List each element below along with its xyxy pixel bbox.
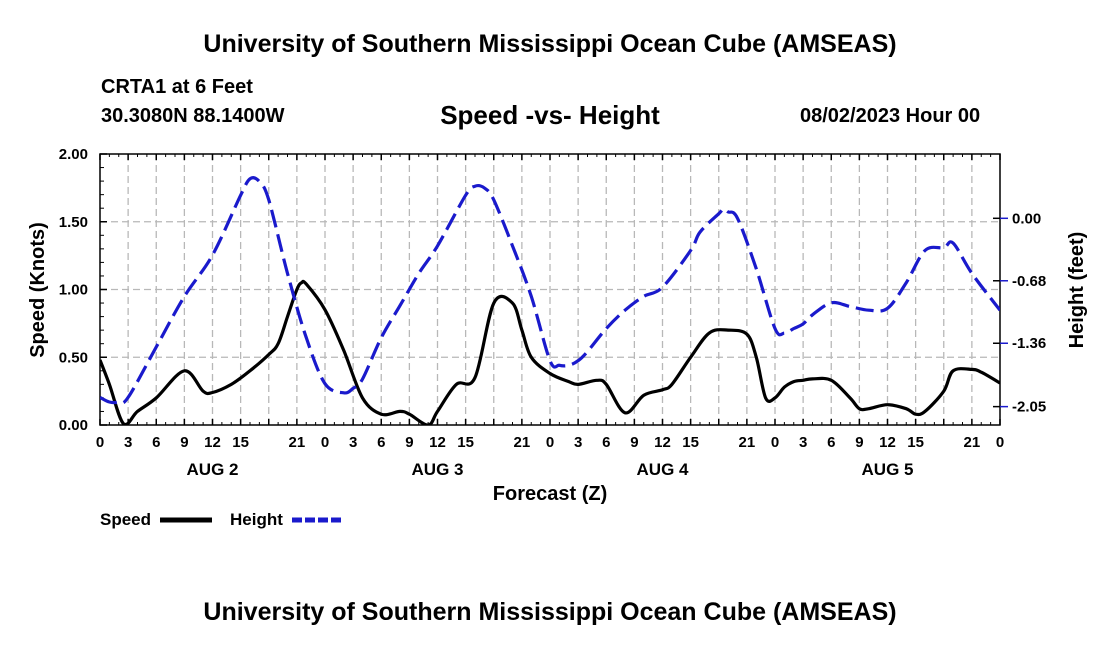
y-axis-label: Speed (Knots): [27, 222, 49, 358]
axes: 0 3 6 9 12 15 21 0 3 6 9 12 15 21 0 3 6 9 12 15 21 0 3 6 9 12 15 21…: [59, 146, 1046, 479]
x-tick-label: 21: [289, 434, 306, 451]
x-tick-label: 12: [879, 434, 896, 451]
series-line-height: [100, 176, 1000, 405]
x-tick-label: 3: [124, 434, 132, 451]
y-tick-label: 1.50: [59, 214, 88, 231]
x-tick-label: 12: [429, 434, 446, 451]
x-tick-label: 0: [996, 434, 1004, 451]
x-tick-label: 3: [574, 434, 582, 451]
x-tick-label: 15: [232, 434, 249, 451]
x-tick-label: 9: [855, 434, 863, 451]
x-tick-label: 6: [377, 434, 385, 451]
coordinates-label: 30.3080N 88.1400W: [101, 105, 285, 127]
x-tick-label: 0: [96, 434, 104, 451]
x-tick-label: 6: [152, 434, 160, 451]
x-tick-label: 21: [739, 434, 756, 451]
x-tick-label: 9: [405, 434, 413, 451]
x-tick-label: 21: [514, 434, 531, 451]
grid: [100, 154, 1000, 425]
y2-axis-label: Height (feet): [1066, 232, 1088, 349]
x-day-label: AUG 5: [862, 460, 914, 479]
x-tick-label: 6: [827, 434, 835, 451]
x-tick-label: 9: [180, 434, 188, 451]
x-tick-label: 9: [630, 434, 638, 451]
x-tick-label: 6: [602, 434, 610, 451]
x-tick-label: 3: [349, 434, 357, 451]
x-axis-label: Forecast (Z): [493, 483, 607, 505]
y2-tick-label: -1.36: [1012, 335, 1046, 352]
x-day-label: AUG 2: [187, 460, 239, 479]
x-day-label: AUG 4: [637, 460, 690, 479]
y-tick-label: 2.00: [59, 146, 88, 163]
x-tick-label: 15: [907, 434, 924, 451]
x-day-label: AUG 3: [412, 460, 464, 479]
x-tick-label: 0: [321, 434, 329, 451]
x-tick-label: 3: [799, 434, 807, 451]
footer-title: University of Southern Mississippi Ocean…: [203, 598, 897, 626]
x-tick-label: 15: [682, 434, 699, 451]
y-tick-label: 1.00: [59, 282, 88, 299]
legend: Speed Height: [100, 510, 342, 529]
main-title: University of Southern Mississippi Ocean…: [203, 30, 897, 58]
x-tick-label: 15: [457, 434, 474, 451]
y2-tick-label: 0.00: [1012, 210, 1041, 227]
legend-speed-label: Speed: [100, 510, 151, 529]
x-tick-label: 12: [204, 434, 221, 451]
legend-height-label: Height: [230, 510, 283, 529]
chart-title: Speed -vs- Height: [440, 100, 660, 130]
series-line-speed: [100, 279, 1000, 425]
y2-tick-label: -2.05: [1012, 399, 1046, 416]
y2-tick-label: -0.68: [1012, 273, 1046, 290]
run-time-label: 08/02/2023 Hour 00: [800, 105, 981, 127]
x-tick-label: 0: [546, 434, 554, 451]
y-tick-label: 0.50: [59, 349, 88, 366]
series-group: [100, 176, 1000, 425]
y-tick-label: 0.00: [59, 417, 88, 434]
x-tick-label: 0: [771, 434, 779, 451]
station-label: CRTA1 at 6 Feet: [101, 76, 253, 98]
x-tick-label: 21: [964, 434, 981, 451]
x-tick-label: 12: [654, 434, 671, 451]
